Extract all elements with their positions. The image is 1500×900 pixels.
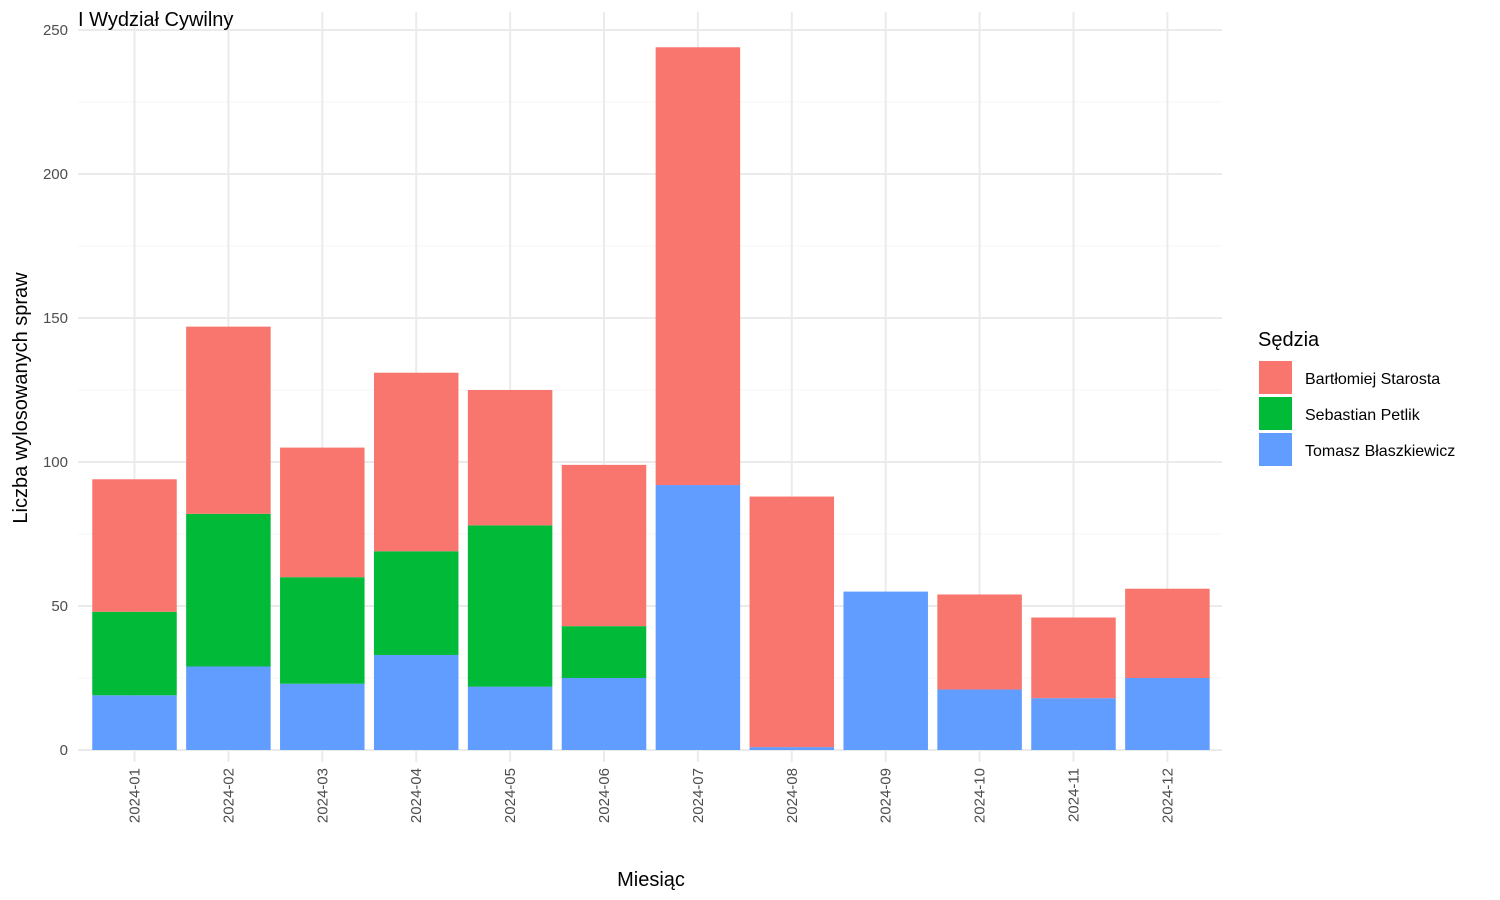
legend-key [1259,361,1292,394]
bar-segment [655,485,741,750]
bar-segment [280,577,365,684]
legend-label: Sebastian Petlik [1305,407,1421,424]
x-tick-label: 2024-02 [220,768,237,823]
x-axis-title: Miesiąc [617,869,685,891]
bar-segment [92,479,177,612]
bar-segment [186,513,271,667]
bar-segment [280,683,365,750]
legend-label: Tomasz Błaszkiewicz [1305,443,1455,460]
bar-segment [92,695,177,750]
bar-segment [467,686,553,750]
legend-label: Bartłomiej Starosta [1305,371,1440,388]
bar-segment [749,496,835,748]
y-tick-label: 150 [43,310,68,327]
legend: Sędzia Bartłomiej Starosta Sebastian Petl… [1258,329,1455,466]
x-tick-label: 2024-11 [1066,768,1083,822]
bars [92,47,1210,750]
bar-segment [561,464,647,627]
y-tick-label: 50 [51,598,68,615]
x-tick-label: 2024-09 [878,768,895,823]
y-tick-label: 250 [43,22,68,39]
y-axis-ticks: 0 50 100 150 200 250 [43,22,68,759]
bar-segment [186,326,271,514]
chart-title: I Wydział Cywilny [78,9,233,31]
y-tick-label: 100 [43,454,68,471]
bar-segment [843,591,928,750]
bar-segment [467,525,553,687]
y-tick-label: 0 [60,742,68,759]
legend-title: Sędzia [1258,329,1320,351]
bar-segment [937,689,1022,750]
bar-segment [1125,588,1210,678]
bar-segment [467,390,553,526]
x-tick-label: 2024-08 [784,768,801,823]
bar-segment [749,747,835,750]
x-tick-label: 2024-04 [408,768,425,823]
bar-segment [655,47,741,486]
bar-segment [92,611,177,696]
bar-segment [280,447,365,578]
bar-segment [1031,617,1116,699]
bar-segment [561,626,647,678]
bar-segment [561,678,647,750]
legend-key [1259,433,1292,466]
x-tick-label: 2024-05 [502,768,519,823]
bar-segment [373,654,459,750]
x-tick-label: 2024-01 [127,768,144,823]
y-axis-title: Liczba wylosowanych spraw [10,272,32,524]
y-tick-label: 200 [43,166,68,183]
bar-segment [373,551,459,655]
x-tick-label: 2024-06 [596,768,613,823]
x-tick-label: 2024-03 [314,768,331,823]
bar-segment [373,372,459,552]
bar-segment [186,666,271,750]
bar-segment [937,594,1022,690]
legend-key [1259,397,1292,430]
x-tick-label: 2024-10 [972,768,989,823]
bar-segment [1125,678,1210,750]
x-tick-label: 2024-07 [690,768,707,823]
x-tick-label: 2024-12 [1159,768,1176,823]
x-axis-ticks: 2024-01 2024-02 2024-03 2024-04 2024-05 2024-… [127,768,1177,823]
bar-segment [1031,698,1116,750]
